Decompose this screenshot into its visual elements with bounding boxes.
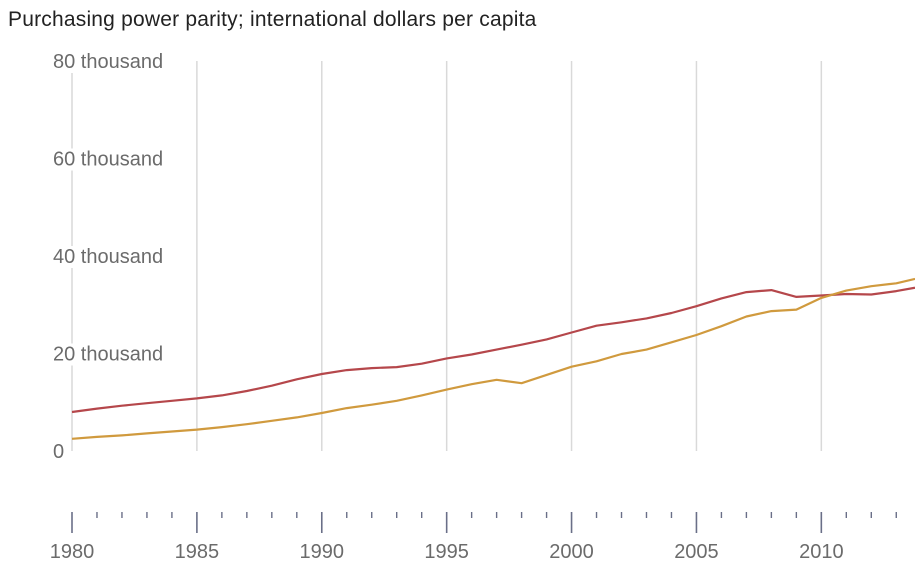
x-tick-label: 1980 — [50, 541, 95, 563]
series-lines — [71, 277, 915, 440]
x-tick-label: 1995 — [424, 541, 469, 563]
y-tick-label: 80 thousand — [53, 51, 163, 73]
y-tick-label: 0 — [53, 441, 64, 463]
y-tick-label: 20 thousand — [53, 344, 163, 366]
x-tick-label: 2005 — [674, 541, 719, 563]
y-axis-labels: 0 20 thousand 40 thousand 60 thousand 80 tho… — [51, 51, 166, 463]
y-tick-label: 40 thousand — [53, 246, 163, 268]
x-tick-label: 2010 — [799, 541, 844, 563]
vertical-gridlines — [71, 61, 823, 451]
y-label-background — [51, 148, 166, 171]
x-tick-label: 1990 — [300, 541, 345, 563]
x-tick-label: 2000 — [549, 541, 594, 563]
chart-title: Purchasing power parity; international d… — [8, 8, 537, 31]
y-tick-label: 60 thousand — [53, 149, 163, 171]
series-line-2 — [71, 277, 915, 440]
y-label-background — [51, 343, 166, 366]
x-tick-label: 1985 — [175, 541, 220, 563]
series-line-1 — [71, 286, 915, 414]
y-label-background — [51, 441, 67, 463]
y-label-background — [51, 246, 166, 268]
x-axis: 1980 1985 1990 1995 2000 2005 2010 — [50, 512, 897, 563]
y-label-background — [51, 51, 166, 73]
